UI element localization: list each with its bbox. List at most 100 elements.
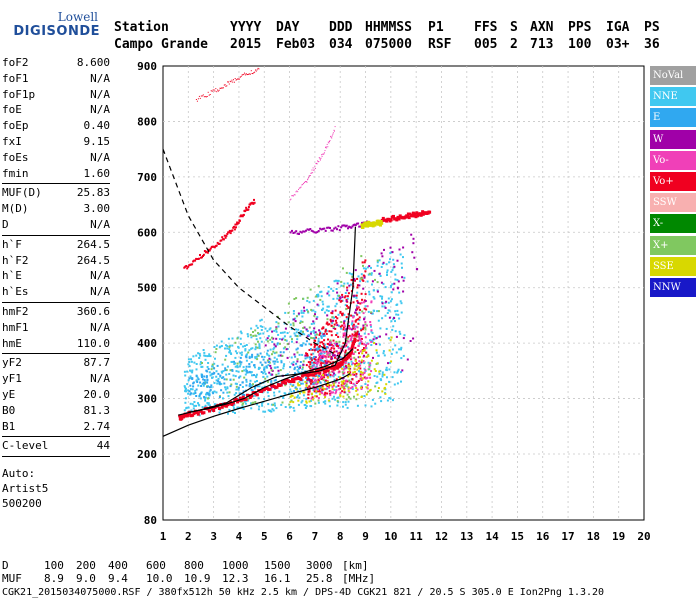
echo-point	[392, 318, 395, 321]
echo-point	[350, 382, 353, 384]
param-key: yE	[2, 388, 16, 401]
echo-point	[416, 268, 419, 271]
echo-point	[333, 347, 336, 350]
trace-point	[220, 239, 223, 242]
echo-point	[324, 379, 327, 382]
echo-point	[386, 399, 389, 402]
echo-point	[354, 330, 357, 333]
trace-point	[210, 90, 212, 92]
x-tick-label: 7	[312, 530, 319, 543]
echo-point	[331, 310, 334, 313]
echo-point	[263, 398, 266, 401]
echo-point	[381, 371, 384, 374]
header-label-hhmmss: HHMMSS	[365, 20, 412, 35]
echo-point	[322, 335, 325, 337]
echo-point	[363, 332, 366, 335]
echo-point	[272, 350, 275, 353]
echo-point	[308, 356, 311, 359]
echo-point	[356, 299, 359, 302]
echo-point	[376, 362, 379, 365]
echo-point	[349, 339, 352, 341]
echo-point	[345, 398, 348, 401]
param-row: h`Es N/A	[2, 285, 110, 299]
echo-point	[314, 395, 317, 398]
echo-point	[324, 400, 327, 403]
echo-point	[337, 396, 340, 399]
echo-point	[376, 281, 379, 284]
echo-point	[386, 274, 388, 276]
echo-point	[235, 392, 238, 395]
echo-point	[385, 383, 388, 386]
echo-point	[275, 337, 278, 340]
echo-point	[264, 372, 267, 375]
echo-point	[245, 369, 248, 372]
echo-point	[204, 354, 207, 357]
echo-point	[292, 361, 295, 364]
echo-point	[310, 308, 313, 311]
echo-point	[340, 321, 343, 323]
echo-point	[258, 345, 261, 348]
echo-point	[381, 297, 383, 300]
echo-point	[358, 355, 361, 358]
echo-point	[254, 394, 257, 397]
header-value-pps: 100	[568, 37, 592, 52]
echo-point	[248, 355, 251, 358]
echo-point	[325, 322, 328, 325]
echo-point	[318, 393, 321, 396]
echo-point	[183, 409, 186, 412]
echo-point	[321, 327, 324, 330]
x-tick-label: 8	[337, 530, 344, 543]
echo-point	[364, 321, 367, 324]
echo-point	[281, 354, 284, 357]
echo-point	[305, 401, 308, 404]
echo-point	[188, 365, 191, 368]
echo-point	[305, 400, 308, 403]
param-value: 1.60	[83, 166, 111, 180]
param-row: foE N/A	[2, 103, 110, 117]
echo-point	[220, 389, 223, 392]
param-key: foF1	[2, 71, 29, 85]
echo-point	[328, 294, 331, 297]
echo-point	[357, 318, 360, 321]
echo-point	[382, 350, 385, 353]
echo-point	[239, 356, 242, 359]
trace-point	[412, 214, 416, 218]
echo-point	[311, 392, 313, 395]
echo-point	[381, 295, 384, 298]
echo-point	[264, 361, 267, 364]
echo-point	[337, 313, 340, 316]
echo-point	[376, 261, 379, 264]
echo-point	[329, 375, 332, 378]
echo-point	[303, 309, 306, 312]
param-key: hmF2	[2, 305, 29, 318]
trace-point	[320, 159, 321, 161]
echo-point	[246, 371, 249, 374]
echo-point	[204, 396, 207, 399]
echo-point	[296, 396, 298, 399]
echo-point	[248, 363, 251, 365]
echo-point	[331, 374, 334, 377]
echo-point	[362, 373, 365, 376]
echo-point	[357, 322, 360, 325]
echo-point	[234, 350, 237, 353]
echo-point	[319, 349, 322, 352]
echo-point	[289, 400, 292, 403]
echo-point	[384, 301, 387, 304]
electron-density-profile	[178, 226, 356, 416]
echo-point	[362, 326, 365, 329]
trace-point	[305, 181, 307, 183]
param-value: 360.6	[76, 305, 110, 318]
echo-point	[394, 310, 397, 313]
echo-point	[364, 300, 367, 302]
echo-point	[367, 373, 370, 376]
echo-point	[333, 354, 336, 357]
echo-point	[311, 396, 314, 399]
echo-point	[313, 355, 316, 358]
echo-point	[223, 378, 226, 381]
echo-point	[342, 368, 345, 371]
echo-point	[316, 316, 319, 319]
echo-point	[273, 362, 276, 365]
echo-point	[254, 343, 257, 346]
echo-point	[298, 332, 300, 335]
echo-point	[227, 337, 230, 340]
